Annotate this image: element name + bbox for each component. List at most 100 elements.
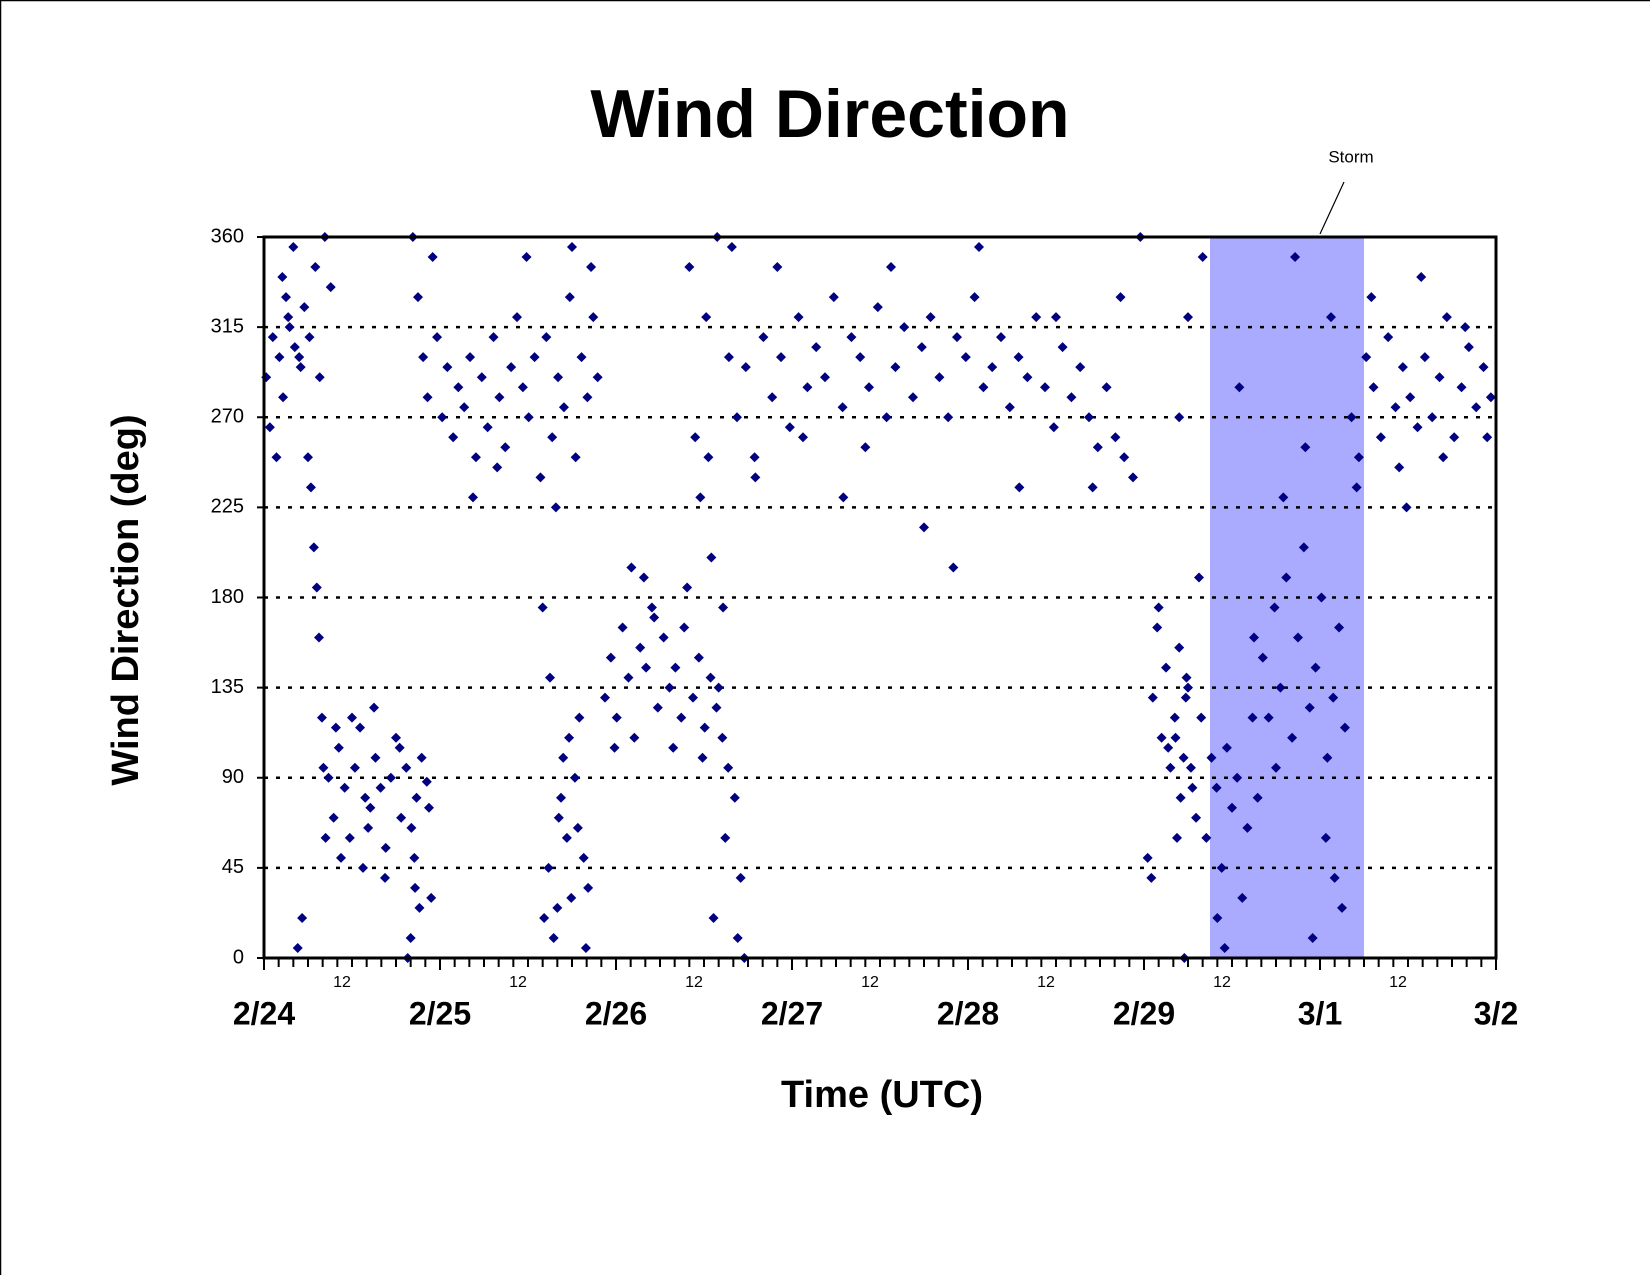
point bbox=[1194, 572, 1204, 583]
point bbox=[638, 572, 649, 583]
point bbox=[649, 612, 660, 623]
point bbox=[289, 342, 300, 353]
point bbox=[1147, 692, 1158, 703]
point bbox=[1263, 712, 1274, 723]
point bbox=[723, 352, 734, 363]
point bbox=[1066, 392, 1077, 403]
point bbox=[695, 492, 706, 503]
y-tick-label: 90 bbox=[222, 766, 244, 788]
point bbox=[1412, 422, 1423, 433]
point bbox=[609, 742, 620, 753]
point bbox=[1257, 652, 1268, 663]
point bbox=[370, 752, 381, 763]
point bbox=[294, 352, 305, 363]
point bbox=[506, 362, 517, 373]
point bbox=[948, 562, 959, 573]
point bbox=[1478, 362, 1489, 373]
point bbox=[406, 822, 417, 833]
point bbox=[1161, 662, 1171, 673]
point bbox=[693, 652, 704, 663]
point bbox=[1290, 252, 1301, 263]
point bbox=[960, 352, 971, 363]
point bbox=[299, 302, 310, 313]
point bbox=[652, 702, 663, 713]
point bbox=[1361, 352, 1372, 363]
point bbox=[1252, 792, 1263, 803]
point bbox=[1278, 492, 1289, 503]
x-tick-label: 3/1 bbox=[1298, 995, 1342, 1031]
point bbox=[1169, 712, 1180, 723]
point bbox=[396, 812, 407, 823]
point bbox=[492, 462, 503, 473]
point bbox=[271, 452, 282, 463]
point bbox=[283, 312, 294, 323]
point bbox=[570, 452, 581, 463]
point bbox=[1334, 622, 1345, 633]
point bbox=[323, 772, 334, 783]
point bbox=[401, 762, 412, 773]
point bbox=[925, 312, 936, 323]
point bbox=[729, 792, 740, 803]
point bbox=[1057, 342, 1068, 353]
point bbox=[339, 782, 350, 793]
point bbox=[1191, 812, 1202, 823]
point bbox=[566, 892, 577, 903]
point bbox=[1328, 692, 1339, 703]
point bbox=[297, 912, 308, 923]
point bbox=[1183, 682, 1193, 693]
point bbox=[749, 452, 760, 463]
point bbox=[1287, 732, 1298, 743]
point bbox=[541, 332, 552, 343]
y-tick-label: 270 bbox=[211, 406, 244, 428]
point bbox=[411, 792, 422, 803]
point bbox=[1051, 312, 1061, 323]
point bbox=[1197, 252, 1208, 263]
point bbox=[1375, 432, 1386, 443]
point bbox=[539, 912, 550, 923]
point bbox=[713, 682, 724, 693]
point bbox=[1234, 382, 1245, 393]
point bbox=[1172, 832, 1182, 843]
point bbox=[987, 362, 998, 373]
annotation-line bbox=[1319, 181, 1345, 235]
point bbox=[717, 732, 728, 743]
point bbox=[470, 452, 481, 463]
point bbox=[864, 382, 874, 393]
point bbox=[1174, 412, 1185, 423]
point bbox=[465, 352, 476, 363]
point bbox=[424, 802, 434, 813]
y-tick-label: 135 bbox=[211, 676, 244, 698]
point bbox=[494, 392, 505, 403]
point bbox=[347, 712, 357, 723]
point bbox=[629, 732, 640, 743]
point bbox=[1181, 672, 1192, 683]
point bbox=[682, 582, 693, 593]
point bbox=[535, 472, 546, 483]
point bbox=[1165, 762, 1176, 773]
point bbox=[442, 362, 453, 373]
x-tick-label: 2/24 bbox=[233, 995, 295, 1031]
point bbox=[1142, 852, 1153, 863]
chart-title: Wind Direction bbox=[590, 76, 1069, 152]
x-sub-tick-label: 12 bbox=[1213, 974, 1231, 991]
point bbox=[325, 282, 336, 293]
point bbox=[1394, 462, 1405, 473]
x-tick-label: 3/2 bbox=[1474, 995, 1518, 1031]
point bbox=[314, 632, 324, 643]
point bbox=[1463, 342, 1474, 353]
point bbox=[996, 332, 1006, 343]
x-tick-label: 2/26 bbox=[585, 995, 647, 1031]
point bbox=[708, 912, 719, 923]
point bbox=[284, 322, 295, 333]
point bbox=[855, 352, 866, 363]
point bbox=[437, 412, 448, 423]
point bbox=[468, 492, 478, 503]
point bbox=[1242, 822, 1253, 833]
point bbox=[1416, 272, 1427, 283]
point bbox=[572, 822, 583, 833]
point bbox=[1247, 712, 1258, 723]
point bbox=[1419, 352, 1430, 363]
point bbox=[561, 832, 572, 843]
x-tick-label: 2/28 bbox=[937, 995, 999, 1031]
